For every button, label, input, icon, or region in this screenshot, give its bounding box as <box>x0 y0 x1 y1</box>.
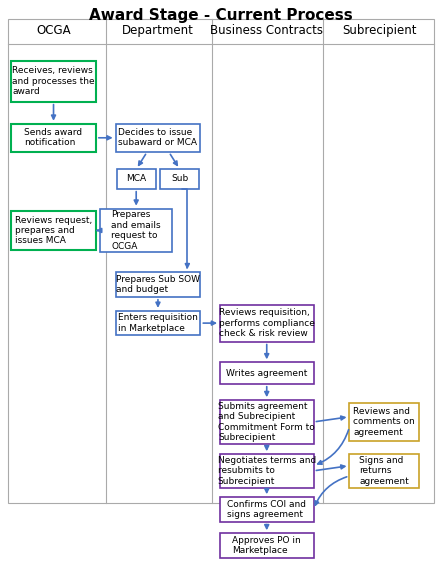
FancyBboxPatch shape <box>116 311 200 336</box>
Text: Business Contracts: Business Contracts <box>210 24 323 38</box>
Text: MCA: MCA <box>126 175 146 183</box>
FancyBboxPatch shape <box>100 209 172 252</box>
Text: Approves PO in
Marketplace: Approves PO in Marketplace <box>232 536 301 555</box>
Text: Writes agreement: Writes agreement <box>226 369 308 378</box>
Text: Subrecipient: Subrecipient <box>343 24 417 38</box>
Text: Reviews request,
prepares and
issues MCA: Reviews request, prepares and issues MCA <box>15 216 92 245</box>
FancyBboxPatch shape <box>220 454 314 488</box>
FancyBboxPatch shape <box>160 169 199 189</box>
FancyBboxPatch shape <box>349 403 419 441</box>
FancyBboxPatch shape <box>220 533 314 558</box>
Text: Decides to issue
subaward or MCA: Decides to issue subaward or MCA <box>118 128 198 147</box>
FancyBboxPatch shape <box>116 272 200 297</box>
Text: Prepares
and emails
request to
OCGA: Prepares and emails request to OCGA <box>111 211 161 250</box>
FancyBboxPatch shape <box>11 211 96 250</box>
Text: Award Stage - Current Process: Award Stage - Current Process <box>89 9 353 23</box>
FancyBboxPatch shape <box>349 454 419 488</box>
Text: Sub: Sub <box>171 175 188 183</box>
Text: Prepares Sub SOW
and budget: Prepares Sub SOW and budget <box>116 275 200 294</box>
Text: Submits agreement
and Subrecipient
Commitment Form to
Subrecipient: Submits agreement and Subrecipient Commi… <box>218 402 315 442</box>
Text: Sends award
notification: Sends award notification <box>25 128 83 147</box>
Text: Department: Department <box>122 24 194 38</box>
Text: Enters requisition
in Marketplace: Enters requisition in Marketplace <box>118 314 198 333</box>
Text: Reviews requisition,
performs compliance
check & risk review: Reviews requisition, performs compliance… <box>219 308 315 338</box>
Text: Receives, reviews
and processes the
award: Receives, reviews and processes the awar… <box>12 66 95 96</box>
Text: Reviews and
comments on
agreement: Reviews and comments on agreement <box>353 407 415 437</box>
FancyBboxPatch shape <box>11 60 96 102</box>
Text: Negotiates terms and
resubmits to
Subrecipient: Negotiates terms and resubmits to Subrec… <box>218 456 316 486</box>
FancyBboxPatch shape <box>220 400 314 444</box>
FancyBboxPatch shape <box>11 123 96 152</box>
Text: Signs and
returns
agreement: Signs and returns agreement <box>359 456 409 486</box>
FancyBboxPatch shape <box>220 304 314 341</box>
FancyBboxPatch shape <box>220 362 314 384</box>
Text: Confirms COI and
signs agreement: Confirms COI and signs agreement <box>227 500 306 519</box>
Text: OCGA: OCGA <box>36 24 71 38</box>
FancyBboxPatch shape <box>220 497 314 522</box>
FancyBboxPatch shape <box>116 123 200 152</box>
FancyBboxPatch shape <box>117 169 156 189</box>
